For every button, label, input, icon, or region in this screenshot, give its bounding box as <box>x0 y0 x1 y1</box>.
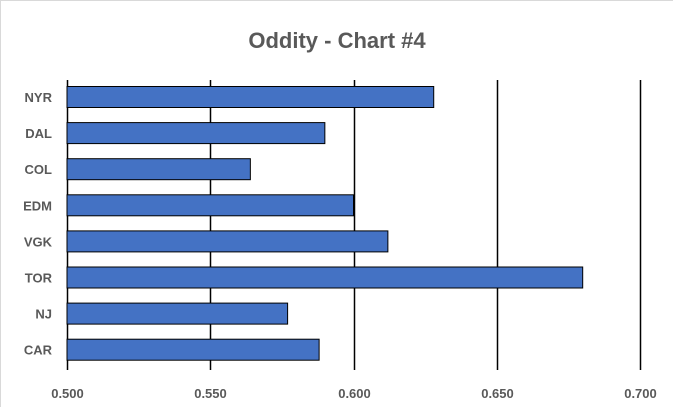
bars <box>66 86 584 361</box>
axis-labels: 0.500 0.550 0.600 0.650 0.700 NYR DAL COL EDM VGK… <box>23 90 657 401</box>
y-tick-label-car: CAR <box>24 343 53 358</box>
y-tick-label-dal: DAL <box>25 126 52 141</box>
y-tick-label-nj: NJ <box>35 307 52 322</box>
bar-vgk <box>66 230 389 253</box>
bar-tor <box>66 266 584 289</box>
x-tick-label-2: 0.600 <box>338 386 371 401</box>
y-tick-label-tor: TOR <box>25 271 53 286</box>
bar-edm <box>66 194 354 217</box>
y-tick-label-edm: EDM <box>23 198 52 213</box>
bar-dal <box>66 122 326 145</box>
x-tick-label-1: 0.550 <box>194 386 227 401</box>
bar-col <box>66 158 251 181</box>
y-tick-label-vgk: VGK <box>24 234 53 249</box>
bar-car <box>66 338 320 361</box>
x-tick-label-3: 0.650 <box>481 386 514 401</box>
y-tick-label-col: COL <box>25 162 53 177</box>
bar-nyr <box>66 86 435 108</box>
x-tick-label-4: 0.700 <box>624 386 657 401</box>
chart-title: Oddity - Chart #4 <box>248 28 426 53</box>
y-tick-label-nyr: NYR <box>25 90 53 105</box>
bar-nj <box>66 302 289 325</box>
x-tick-label-0: 0.500 <box>51 386 84 401</box>
